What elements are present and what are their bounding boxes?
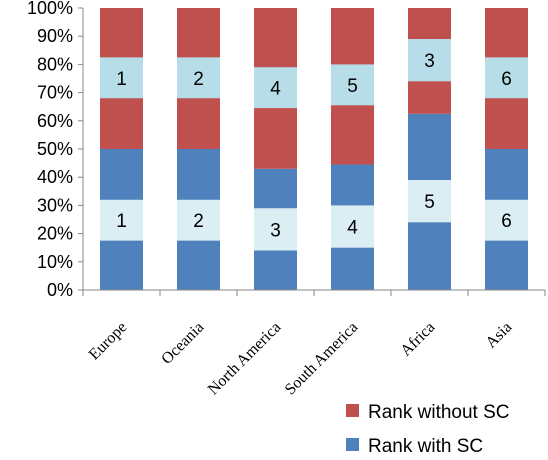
y-tick-label: 40% — [37, 167, 73, 187]
x-category-label: North America — [205, 319, 285, 399]
y-tick-label: 30% — [37, 195, 73, 215]
rank-label-box — [100, 199, 143, 241]
rank-label-box — [331, 205, 374, 248]
y-tick-label: 60% — [37, 111, 73, 131]
x-category-label: Oceania — [158, 319, 207, 368]
rank-label: 1 — [116, 69, 127, 90]
rank-label: 6 — [501, 69, 512, 90]
bars: 1 1 2 2 3 4 4 5 5 3 6 6 — [100, 8, 528, 290]
rank-label-box — [408, 180, 451, 223]
y-tick-label: 50% — [37, 139, 73, 159]
x-category-label: South America — [282, 319, 362, 399]
x-category-label: Europe — [86, 319, 131, 364]
rank-label-box — [100, 57, 143, 99]
rank-label-box — [254, 208, 297, 251]
rank-label: 5 — [424, 192, 435, 213]
rank-label: 5 — [347, 76, 358, 97]
rank-label-box — [331, 64, 374, 106]
legend: Rank without SC Rank with SC — [346, 402, 510, 457]
y-tick-label: 10% — [37, 252, 73, 272]
rank-label: 4 — [270, 79, 281, 100]
y-tick-label: 80% — [37, 54, 73, 74]
legend-swatch — [346, 404, 359, 417]
rank-label: 6 — [501, 211, 512, 232]
y-tick-label: 0% — [47, 280, 73, 300]
rank-label-box — [485, 199, 528, 241]
rank-label-box — [177, 199, 220, 241]
rank-label-box — [485, 57, 528, 99]
rank-label: 4 — [347, 218, 358, 239]
rank-label: 3 — [270, 220, 281, 241]
rank-label: 3 — [424, 51, 435, 72]
y-tick-label: 100% — [27, 0, 73, 18]
y-tick-label: 90% — [37, 26, 73, 46]
rank-label: 2 — [193, 69, 204, 90]
rank-label: 2 — [193, 211, 204, 232]
rank-label-box — [177, 57, 220, 99]
legend-swatch — [346, 438, 359, 451]
x-category-label: Asia — [483, 319, 516, 352]
rank-label-box — [254, 67, 297, 109]
x-category-label: Africa — [397, 319, 438, 360]
y-axis: 0% 10% 20% 30% 40% 50% 60% 70% 80% 90% 100% — [27, 0, 84, 300]
y-tick-label: 20% — [37, 224, 73, 244]
rank-label-box — [408, 39, 451, 82]
legend-label: Rank without SC — [368, 402, 510, 423]
rank-label: 1 — [116, 211, 127, 232]
legend-label: Rank with SC — [368, 436, 483, 457]
y-tick-label: 70% — [37, 83, 73, 103]
